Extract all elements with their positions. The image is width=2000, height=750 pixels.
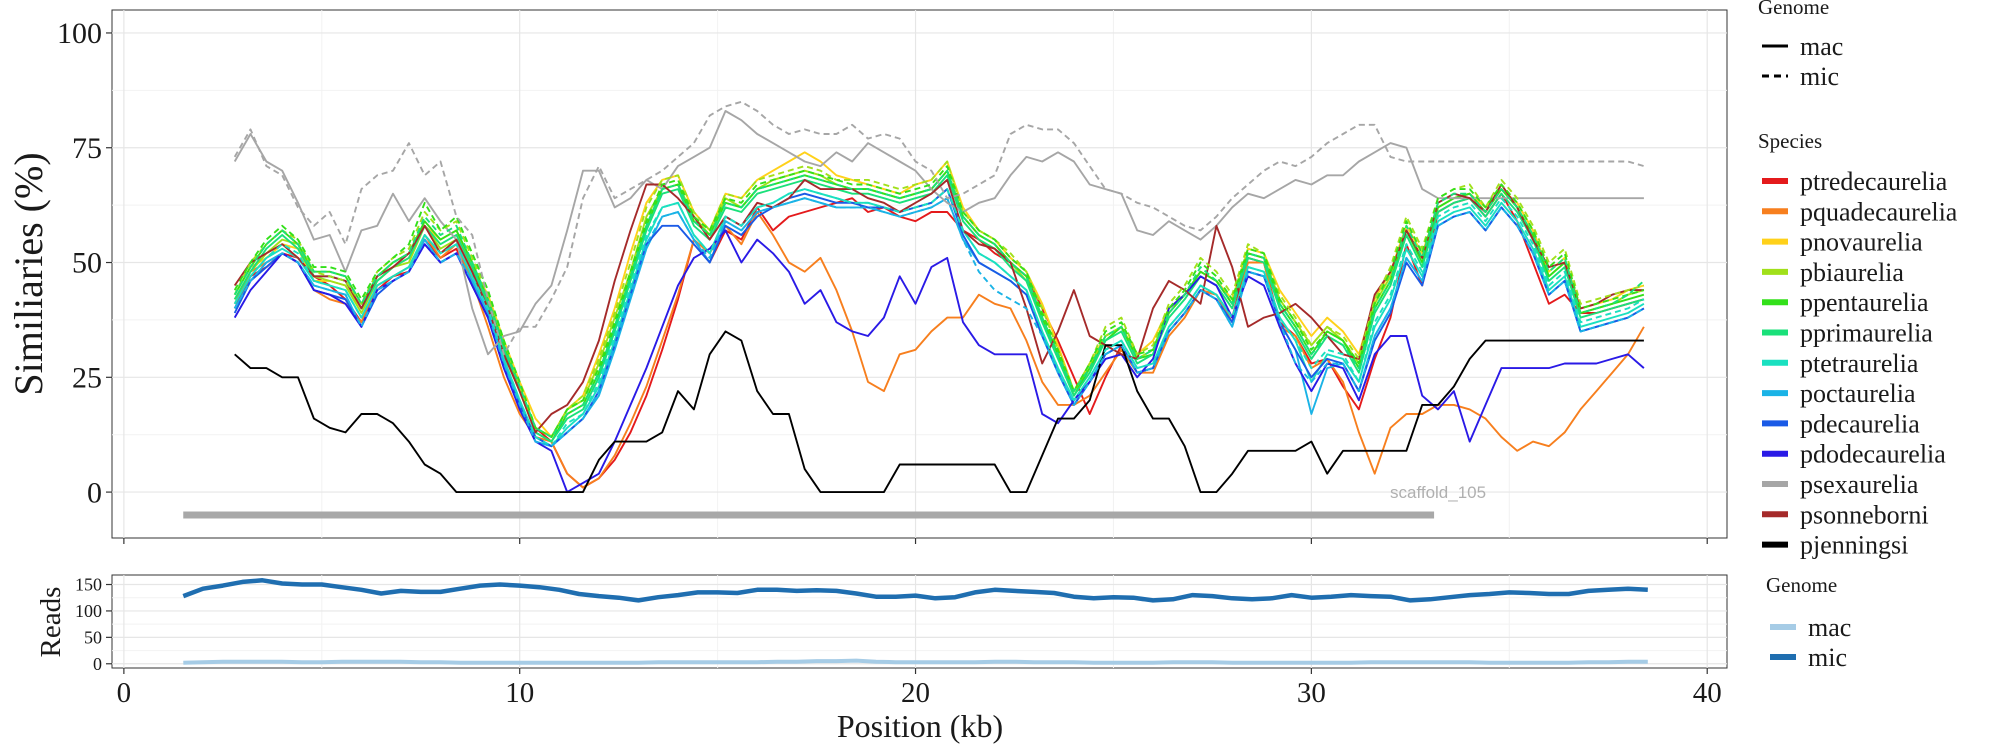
similarity-lines — [233, 100, 1645, 494]
legend-reads-genome-title: Genome — [1766, 573, 1837, 597]
legend-species-label-pquadecaurelia: pquadecaurelia — [1800, 197, 1958, 226]
series-line-pdodecaurelia-mac — [233, 229, 1645, 494]
legend-species-label-ptredecaurelia: ptredecaurelia — [1800, 167, 1948, 196]
series-line-psexaurelia-mac — [233, 110, 1644, 356]
y-tick-label: 25 — [72, 362, 102, 395]
legend-species-label-pjenningsi: pjenningsi — [1800, 531, 1908, 560]
similarity-y-axis: 0 25 50 75 100 — [57, 17, 112, 509]
reads-y-label: Reads — [35, 587, 67, 658]
reads-lines — [182, 578, 1648, 665]
legend-species-items: ptredecaureliapquadecaureliapnovaureliap… — [1762, 167, 1958, 560]
series-line-pjenningsi-mac — [234, 330, 1644, 494]
legend-species-label-pprimaurelia: pprimaurelia — [1800, 319, 1933, 348]
reads-x-axis: 0 10 20 30 40 — [117, 668, 1722, 709]
legend-species-label-pbiaurelia: pbiaurelia — [1800, 258, 1904, 287]
legend-species-label-pdodecaurelia: pdodecaurelia — [1800, 440, 1946, 469]
x-axis-label: Position (kb) — [837, 708, 1003, 744]
series-line-psexaurelia-mic — [233, 100, 1645, 356]
scaffold-annotation: scaffold_105 — [1390, 483, 1486, 502]
series-line-poctaurelia-mic — [233, 197, 1645, 448]
reads-panel: 0 50 100 150 0 10 20 30 40 Reads Position (kb) — [35, 574, 1728, 744]
reads-line-mic — [182, 578, 1648, 603]
legend-reads-label-mac: mac — [1808, 613, 1851, 642]
y-tick-label: 75 — [72, 132, 102, 165]
series-line-pprimaurelia-mac — [233, 174, 1645, 443]
y-tick-label: 100 — [75, 601, 102, 621]
x-tick-label: 20 — [901, 677, 930, 709]
series-line-ppentaurelia-mic — [233, 165, 1645, 438]
reads-y-axis: 0 50 100 150 — [75, 575, 112, 674]
legend-species-title: Species — [1758, 129, 1822, 153]
legend-species-label-ppentaurelia: ppentaurelia — [1800, 288, 1929, 317]
similarity-grid — [112, 10, 1727, 538]
similarity-plot-area — [111, 9, 1728, 539]
legend-species-label-psonneborni: psonneborni — [1800, 500, 1929, 529]
y-tick-label: 0 — [87, 476, 102, 509]
series-line-pbiaurelia-mic — [233, 160, 1645, 438]
series-line-psonneborni-mac — [233, 178, 1644, 434]
similarity-panel: 0 25 50 75 100 scaffold_105 Similiaries (%) — [6, 9, 1728, 544]
y-tick-label: 150 — [75, 575, 102, 595]
legend-genome-label-mic: mic — [1800, 62, 1839, 91]
similarity-x-ticks — [123, 538, 1708, 544]
y-tick-label: 50 — [84, 627, 102, 647]
x-tick-label: 30 — [1297, 677, 1326, 709]
legend-species-label-pdecaurelia: pdecaurelia — [1800, 409, 1920, 438]
legend-genome-label-mac: mac — [1800, 32, 1843, 61]
reads-line-mac — [183, 658, 1648, 665]
y-tick-label: 0 — [93, 654, 102, 674]
legend-genome-title: Genome — [1758, 0, 1829, 19]
similarity-y-label: Similiaries (%) — [6, 152, 51, 395]
x-tick-label: 10 — [505, 677, 534, 709]
legend-species-label-poctaurelia: poctaurelia — [1800, 379, 1916, 408]
series-line-ptetraurelia-mic — [233, 188, 1645, 448]
legend-species-label-pnovaurelia: pnovaurelia — [1800, 228, 1923, 257]
legend-species-label-ptetraurelia: ptetraurelia — [1800, 349, 1919, 378]
y-tick-label: 50 — [72, 247, 102, 280]
legend-species-label-psexaurelia: psexaurelia — [1800, 470, 1919, 499]
legend-reads-label-mic: mic — [1808, 643, 1847, 672]
series-line-pprimaurelia-mic — [233, 169, 1645, 438]
x-tick-label: 0 — [117, 677, 132, 709]
x-tick-label: 40 — [1693, 677, 1722, 709]
y-tick-label: 100 — [57, 17, 102, 50]
reads-plot-area — [111, 574, 1728, 669]
